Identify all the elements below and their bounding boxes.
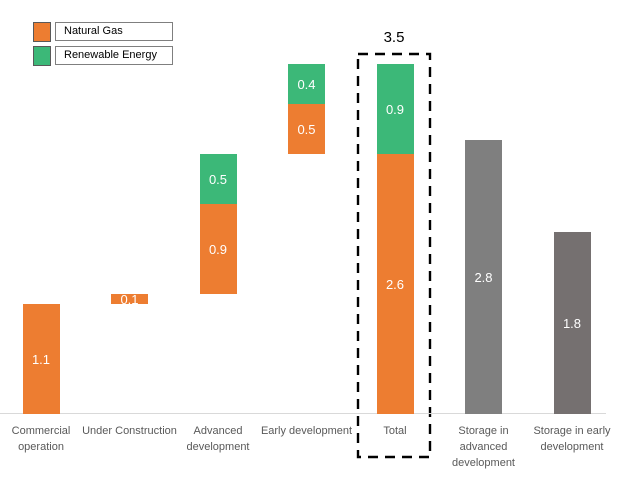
category-label-storage-in-advanced-development: Storage in advanced development (452, 425, 515, 469)
bar-value-label: 2.8 (474, 269, 493, 285)
legend-swatch-renewable-energy-icon (33, 46, 51, 66)
bar-segment-early-development-renewable-energy: 0.4 (288, 64, 325, 104)
bar-value-label: 1.1 (31, 351, 51, 367)
bar-value-label: 0.9 (385, 101, 405, 117)
bar-value-label: 0.5 (208, 171, 228, 187)
category-label-commercial-operation: Commercial operation (11, 425, 71, 453)
legend-label-natural-gas: Natural Gas (55, 22, 173, 41)
category-label-storage-in-early-development: Storage in early development (533, 425, 611, 453)
bar-segment-advanced-development-natural-gas: 0.9 (199, 204, 237, 294)
bar-segment-total-natural-gas: 2.6 (376, 154, 414, 414)
bar-value-label: 0.4 (297, 76, 316, 92)
bar-value-label: 0.5 (297, 121, 316, 137)
total-highlight-dashed-box (356, 52, 432, 459)
bar-segment-total-renewable-energy: 0.9 (376, 64, 414, 154)
category-label-early-development: Early development (260, 425, 353, 437)
legend-item-renewable-energy: Renewable Energy (33, 46, 173, 66)
bar-segment-early-development-natural-gas: 0.5 (288, 104, 325, 154)
x-axis-line (0, 413, 606, 414)
category-label-advanced-development: Advanced development (186, 425, 250, 453)
legend-label-renewable-energy: Renewable Energy (55, 46, 173, 65)
bar-segment-storage-in-early-development-storage: 1.8 (553, 232, 591, 414)
bar-segment-storage-in-advanced-development-storage: 2.8 (465, 140, 502, 414)
bar-value-label: 0.9 (208, 241, 228, 257)
category-label-total: Total (383, 425, 407, 437)
legend: Natural Gas Renewable Energy (33, 22, 173, 70)
bar-value-label: 2.6 (385, 276, 405, 292)
bar-segment-under-construction-natural-gas: 0.1 (111, 291, 148, 307)
bar-segment-advanced-development-renewable-energy: 0.5 (199, 154, 237, 204)
category-label-under-construction: Under Construction (82, 425, 177, 437)
bar-value-label: 1.8 (562, 315, 582, 331)
bar-segment-commercial-operation-natural-gas: 1.1 (22, 304, 60, 414)
legend-swatch-natural-gas-icon (33, 22, 51, 42)
bar-value-label: 0.1 (120, 291, 139, 307)
total-value-annotation: 3.5 (383, 29, 405, 46)
legend-item-natural-gas: Natural Gas (33, 22, 173, 42)
